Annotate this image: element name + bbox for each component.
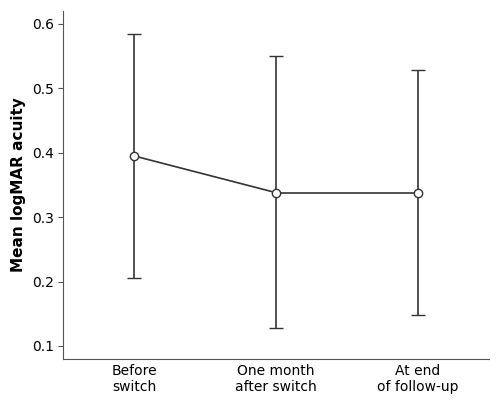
- Y-axis label: Mean logMAR acuity: Mean logMAR acuity: [11, 98, 26, 273]
